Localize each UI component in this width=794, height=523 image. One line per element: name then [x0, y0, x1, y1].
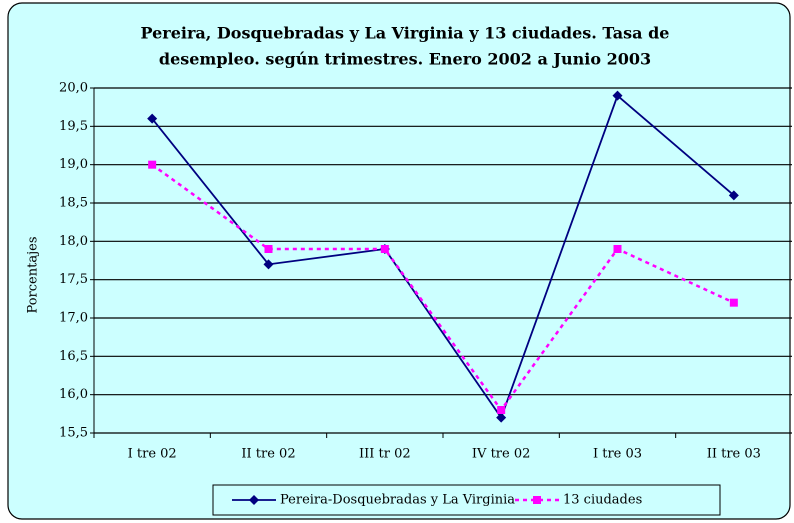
y-tick-label: 15,5 — [59, 426, 88, 441]
y-tick-label: 16,0 — [59, 387, 88, 402]
legend — [212, 484, 721, 516]
y-tick-label: 17,0 — [59, 311, 88, 326]
y-tick-label: 19,5 — [59, 119, 88, 134]
marker — [380, 245, 389, 253]
legend-marker — [249, 495, 259, 505]
marker — [148, 160, 157, 169]
y-tick-label: 16,5 — [59, 349, 88, 364]
x-tick-label: II tre 02 — [241, 447, 295, 462]
y-tick-label: 17,5 — [59, 272, 88, 287]
y-tick-label: 18,5 — [59, 196, 88, 211]
x-tick-label: I tre 02 — [128, 447, 177, 462]
legend-label: 13 ciudades — [563, 493, 642, 508]
x-tick-label: III tr 02 — [359, 447, 411, 462]
chart-title: desempleo. según trimestres. Enero 2002 … — [159, 50, 651, 69]
marker — [729, 298, 738, 307]
marker — [496, 412, 507, 423]
x-tick-label: I tre 03 — [593, 447, 642, 462]
marker — [147, 113, 158, 124]
y-tick-label: 20,0 — [59, 81, 88, 96]
x-tick-label: IV tre 02 — [472, 447, 530, 462]
chart-title: Pereira, Dosquebradas y La Virginia y 13… — [141, 24, 670, 43]
marker — [728, 190, 739, 201]
chart-frame — [7, 2, 791, 520]
y-axis-label: Porcentajes — [26, 237, 41, 314]
legend-marker — [533, 496, 541, 504]
series-line — [151, 94, 735, 420]
x-tick-label: II tre 03 — [707, 447, 761, 462]
marker — [497, 406, 506, 414]
y-tick-label: 18,0 — [59, 234, 88, 249]
y-tick-label: 19,0 — [59, 157, 88, 172]
legend-label: Pereira-Dosquebradas y La Virginia — [280, 493, 515, 508]
marker — [612, 90, 623, 101]
marker — [263, 259, 274, 270]
marker — [264, 245, 273, 253]
marker — [613, 245, 622, 253]
